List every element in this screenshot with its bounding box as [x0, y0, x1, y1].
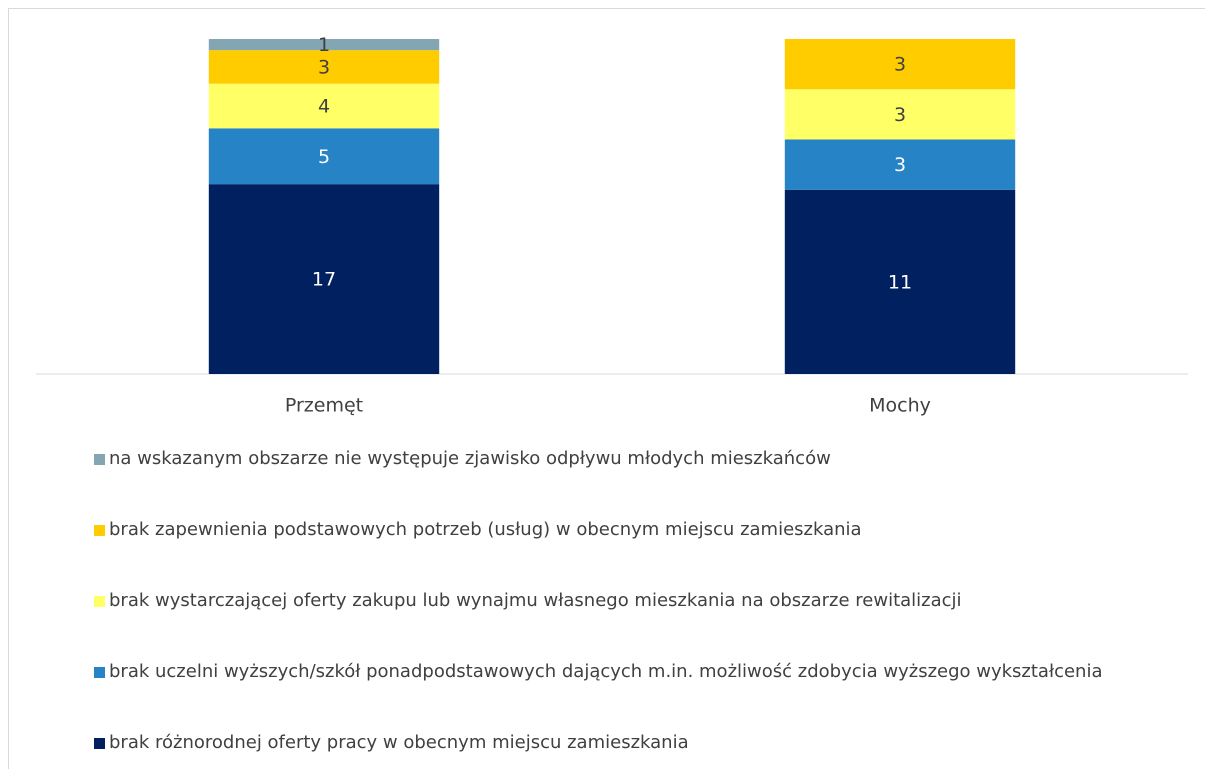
data-label: 1	[318, 34, 330, 56]
legend-item: na wskazanym obszarze nie występuje zjaw…	[94, 446, 1179, 472]
bar-segment	[208, 39, 440, 51]
bar-segment	[208, 184, 440, 374]
data-label: 3	[894, 104, 906, 126]
bar-segment	[784, 139, 1016, 190]
legend-swatch	[94, 454, 105, 465]
legend-label: brak różnorodnej oferty pracy w obecnym …	[109, 732, 689, 753]
legend-label: brak uczelni wyższych/szkół ponadpodstaw…	[109, 661, 1103, 682]
x-tick-label: Przemęt	[285, 395, 363, 417]
legend-label: brak wystarczającej oferty zakupu lub wy…	[109, 590, 962, 611]
legend-item: brak uczelni wyższych/szkół ponadpodstaw…	[94, 659, 1179, 685]
data-label: 3	[894, 54, 906, 76]
x-tick-label: Mochy	[869, 395, 931, 417]
bar-segment	[208, 128, 440, 185]
legend-swatch	[94, 738, 105, 749]
bar-segment	[784, 189, 1016, 374]
data-label: 3	[318, 56, 330, 78]
data-label: 4	[318, 96, 330, 118]
legend-label: brak zapewnienia podstawowych potrzeb (u…	[109, 519, 862, 540]
data-label: 17	[312, 269, 336, 291]
bar-segment	[784, 39, 1016, 90]
data-label: 3	[894, 154, 906, 176]
data-label: 5	[318, 146, 330, 168]
legend-item: brak zapewnienia podstawowych potrzeb (u…	[94, 517, 1179, 543]
data-label: 11	[888, 271, 912, 293]
bar-segment	[208, 50, 440, 84]
chart-frame	[8, 8, 1205, 769]
bar-segment	[208, 83, 440, 129]
legend-item: brak wystarczającej oferty zakupu lub wy…	[94, 588, 1179, 614]
legend-item: brak różnorodnej oferty pracy w obecnym …	[94, 730, 1179, 756]
bar-segment	[784, 89, 1016, 140]
legend-swatch	[94, 667, 105, 678]
legend-label: na wskazanym obszarze nie występuje zjaw…	[109, 448, 831, 469]
legend-swatch	[94, 525, 105, 536]
legend-swatch	[94, 596, 105, 607]
